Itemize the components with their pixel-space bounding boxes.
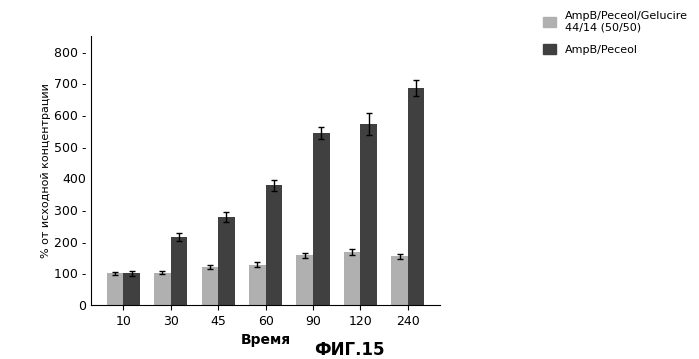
Bar	[361, 123, 377, 305]
Bar	[171, 237, 187, 305]
X-axis label: Время: Время	[240, 334, 291, 348]
Text: ФИГ.15: ФИГ.15	[315, 341, 384, 359]
Bar	[344, 252, 361, 305]
Bar	[107, 274, 123, 305]
Bar	[218, 217, 235, 305]
Legend: AmpB/Peceol/Gelucire
44/14 (50/50), AmpB/Peceol: AmpB/Peceol/Gelucire 44/14 (50/50), AmpB…	[537, 5, 693, 60]
Bar	[154, 273, 171, 305]
Bar	[123, 274, 140, 305]
Bar	[408, 88, 424, 305]
Y-axis label: % от исходной концентрации: % от исходной концентрации	[41, 83, 51, 258]
Bar	[313, 133, 330, 305]
Bar	[391, 256, 408, 305]
Bar	[201, 267, 218, 305]
Bar	[266, 185, 282, 305]
Bar	[249, 265, 266, 305]
Bar	[296, 255, 313, 305]
